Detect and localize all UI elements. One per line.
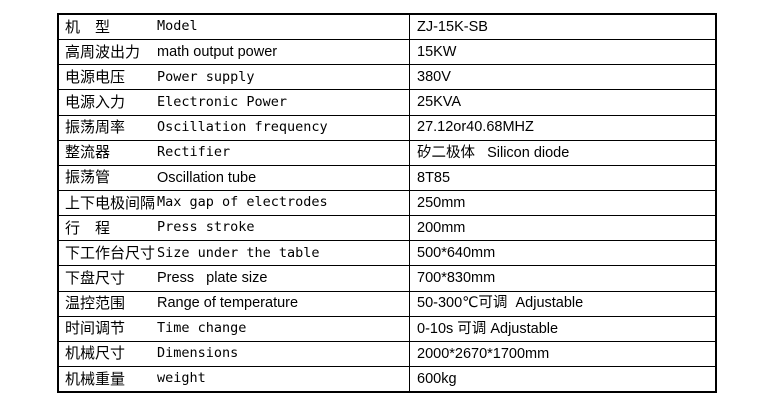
spec-value: 380V xyxy=(417,69,451,86)
spec-value: 500*640mm xyxy=(417,245,496,262)
spec-label-cell: 整流器 Rectifier xyxy=(59,140,410,165)
spec-label-english: Press stroke xyxy=(157,219,255,236)
spec-label-cell: 时间调节 Time change xyxy=(59,316,410,341)
spec-label-cell: 高周波出力 math output power xyxy=(59,40,410,65)
spec-label-english: Model xyxy=(157,18,198,35)
spec-label-cell: 上下电极间隔 Max gap of electrodes xyxy=(59,190,410,216)
spec-label-english: Oscillation tube xyxy=(157,169,257,186)
table-row: 机械尺寸 Dimensions 2000*2670*1700mm xyxy=(59,340,715,366)
spec-value: 200mm xyxy=(417,219,466,236)
spec-label-chinese: 机 型 xyxy=(65,17,111,36)
table-row: 电源入力 Electronic Power 25KVA xyxy=(59,89,715,115)
spec-value: 2000*2670*1700mm xyxy=(417,345,550,362)
spec-value-cell: 8T85 xyxy=(410,166,715,190)
spec-label-chinese: 电源电压 xyxy=(65,67,126,86)
spec-value: 0-10s 可调 Adjustable xyxy=(417,320,559,337)
spec-label-english: Range of temperature xyxy=(157,295,299,312)
spec-value: 250mm xyxy=(417,194,466,211)
spec-value-cell: 200mm xyxy=(410,216,715,240)
spec-value-cell: 27.12or40.68MHZ xyxy=(410,116,715,140)
spec-label-english: Rectifier xyxy=(157,144,231,161)
spec-value-cell: 矽二极体 Silicon diode xyxy=(410,141,715,165)
table-row: 下盘尺寸 Press plate size 700*830mm xyxy=(59,265,715,291)
table-row: 机械重量 weight 600kg xyxy=(59,365,715,392)
spec-value-cell: 15KW xyxy=(410,40,715,64)
spec-label-english: Oscillation frequency xyxy=(157,118,328,135)
spec-value: 15KW xyxy=(417,43,457,60)
spec-label-cell: 电源入力 Electronic Power xyxy=(59,90,410,115)
spec-value: 27.12or40.68MHZ xyxy=(417,119,534,136)
spec-label-chinese: 高周波出力 xyxy=(65,42,141,61)
spec-label-chinese: 时间调节 xyxy=(65,319,126,338)
spec-value-cell: 250mm xyxy=(410,191,715,215)
table-row: 机 型 Model ZJ-15K-SB xyxy=(59,15,715,40)
table-row: 高周波出力 math output power 15KW xyxy=(59,39,715,65)
spec-label-english: Dimensions xyxy=(157,345,239,362)
spec-value: 50-300℃可调 Adjustable xyxy=(417,295,584,312)
spec-value-cell: 500*640mm xyxy=(410,241,715,265)
spec-value: 600kg xyxy=(417,370,457,387)
table-row: 整流器 Rectifier 矽二极体 Silicon diode xyxy=(59,139,715,165)
spec-label-chinese: 电源入力 xyxy=(65,92,126,111)
spec-label-english: Power supply xyxy=(157,68,255,85)
table-row: 上下电极间隔 Max gap of electrodes 250mm xyxy=(59,189,715,216)
spec-label-chinese: 温控范围 xyxy=(65,294,126,313)
spec-label-chinese: 上下电极间隔 xyxy=(65,193,156,212)
spec-value: 8T85 xyxy=(417,169,451,186)
spec-label-cell: 电源电压 Power supply xyxy=(59,65,410,90)
spec-label-chinese: 整流器 xyxy=(65,143,111,162)
spec-label-chinese: 机械尺寸 xyxy=(65,344,126,363)
spec-label-cell: 温控范围 Range of temperature xyxy=(59,291,410,316)
spec-label-english: math output power xyxy=(157,43,278,60)
spec-value-cell: 380V xyxy=(410,65,715,89)
table-row: 行 程 Press stroke 200mm xyxy=(59,215,715,241)
table-row: 振荡管 Oscillation tube 8T85 xyxy=(59,164,715,190)
spec-label-cell: 振荡周率 Oscillation frequency xyxy=(59,115,410,140)
table-row: 时间调节 Time change 0-10s 可调 Adjustable xyxy=(59,315,715,341)
table-row: 振荡周率 Oscillation frequency 27.12or40.68M… xyxy=(59,114,715,140)
spec-label-english: weight xyxy=(157,370,206,387)
spec-value-cell: 600kg xyxy=(410,367,715,391)
table-row: 温控范围 Range of temperature 50-300℃可调 Adju… xyxy=(59,290,715,316)
spec-label-cell: 下盘尺寸 Press plate size xyxy=(59,266,410,291)
spec-value-cell: ZJ-15K-SB xyxy=(410,15,715,39)
spec-value-cell: 0-10s 可调 Adjustable xyxy=(410,317,715,341)
spec-label-cell: 机械尺寸 Dimensions xyxy=(59,341,410,366)
spec-label-chinese: 振荡管 xyxy=(65,168,111,187)
specifications-table: 机 型 Model ZJ-15K-SB 高周波出力 math output po… xyxy=(57,13,717,393)
spec-value-cell: 700*830mm xyxy=(410,266,715,290)
table-row: 下工作台尺寸 Size under the table 500*640mm xyxy=(59,240,715,266)
spec-label-english: Press plate size xyxy=(157,270,268,287)
spec-label-chinese: 振荡周率 xyxy=(65,118,126,137)
spec-label-chinese: 行 程 xyxy=(65,218,111,237)
spec-value-cell: 25KVA xyxy=(410,90,715,114)
spec-label-english: Time change xyxy=(157,320,247,336)
spec-label-english: Electronic Power xyxy=(157,93,288,110)
spec-value-cell: 2000*2670*1700mm xyxy=(410,342,715,366)
spec-label-cell: 机 型 Model xyxy=(59,15,410,40)
spec-label-chinese: 下盘尺寸 xyxy=(65,268,126,287)
spec-label-english: Size under the table xyxy=(157,244,320,261)
spec-value: ZJ-15K-SB xyxy=(417,18,488,35)
spec-label-english: Max gap of electrodes xyxy=(157,194,328,211)
table-row: 电源电压 Power supply 380V xyxy=(59,64,715,90)
spec-label-cell: 下工作台尺寸 Size under the table xyxy=(59,241,410,266)
spec-label-chinese: 下工作台尺寸 xyxy=(65,243,156,262)
spec-label-cell: 振荡管 Oscillation tube xyxy=(59,165,410,190)
spec-label-chinese: 机械重量 xyxy=(65,369,126,388)
spec-label-cell: 行 程 Press stroke xyxy=(59,216,410,241)
spec-value: 700*830mm xyxy=(417,270,496,287)
spec-value: 25KVA xyxy=(417,94,462,111)
spec-value-cell: 50-300℃可调 Adjustable xyxy=(410,292,715,316)
spec-label-cell: 机械重量 weight xyxy=(59,366,410,392)
spec-value: 矽二极体 Silicon diode xyxy=(417,144,570,161)
